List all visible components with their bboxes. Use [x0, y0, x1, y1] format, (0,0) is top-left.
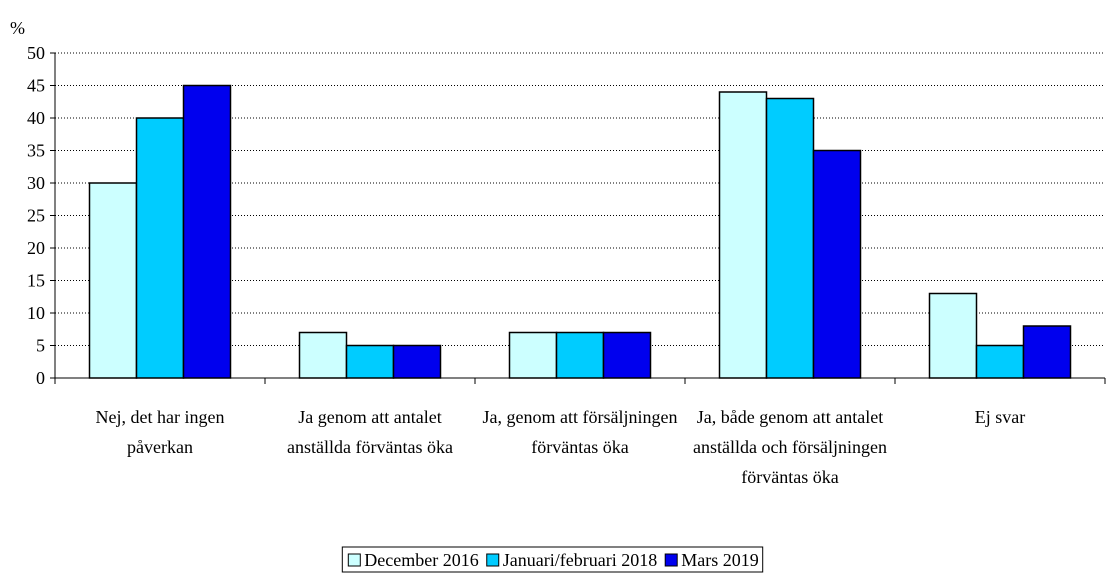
bar	[765, 97, 815, 379]
y-tick-label: 10	[27, 303, 45, 323]
legend-box	[341, 546, 764, 573]
y-tick-label: 50	[27, 43, 45, 63]
y-tick-label: 0	[36, 368, 45, 388]
bar	[88, 182, 138, 379]
y-tick-label: 40	[27, 108, 45, 128]
bar	[928, 292, 978, 379]
bar	[392, 344, 442, 379]
bar	[812, 149, 862, 379]
legend-label: December 2016	[364, 550, 478, 570]
legend-label: Mars 2019	[681, 550, 759, 570]
bar	[975, 344, 1025, 379]
y-tick-label: 35	[27, 141, 45, 161]
bar	[135, 117, 185, 379]
bar	[182, 84, 232, 379]
x-tick-label: Ja, genom att försäljningen förväntas öka	[483, 407, 678, 457]
x-tick-label: Ja genom att antalet anställda förväntas …	[287, 407, 453, 457]
y-tick-label: 5	[36, 336, 45, 356]
legend-label: Januari/februari 2018	[503, 550, 657, 570]
y-axis-label: %	[10, 18, 25, 38]
legend-swatch	[486, 553, 500, 567]
bar	[1022, 325, 1072, 379]
x-tick-label: Ja, både genom att antalet anställda och …	[693, 407, 887, 487]
legend-swatch	[664, 553, 678, 567]
y-tick-label: 30	[27, 173, 45, 193]
x-tick-label: Nej, det har ingen påverkan	[96, 407, 225, 457]
bar	[718, 91, 768, 379]
y-tick-label: 45	[27, 76, 45, 96]
bar	[298, 331, 348, 379]
bar	[508, 331, 558, 379]
bar	[345, 344, 395, 379]
legend-swatch	[347, 553, 361, 567]
bar	[555, 331, 605, 379]
y-tick-label: 15	[27, 271, 45, 291]
bar	[602, 331, 652, 379]
y-tick-label: 25	[27, 206, 45, 226]
x-tick-label: Ej svar	[975, 407, 1025, 427]
y-tick-label: 20	[27, 238, 45, 258]
